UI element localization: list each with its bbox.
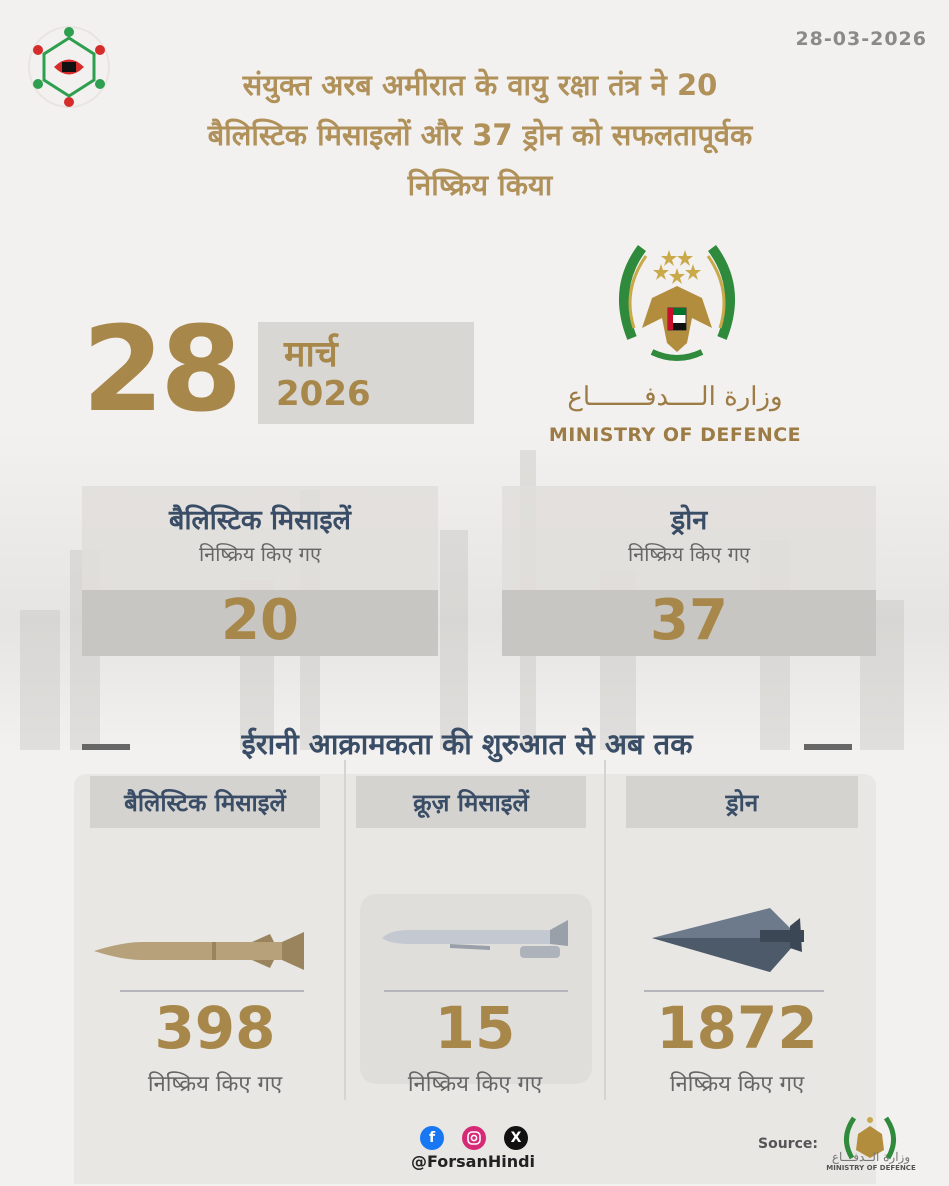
column-divider	[604, 760, 606, 1100]
card-value-box	[82, 590, 438, 656]
date-day: 28	[82, 300, 242, 438]
headline-line: संयुक्त अरब अमीरात के वायु रक्षा तंत्र न…	[242, 68, 718, 102]
divider-line	[384, 990, 568, 992]
social-handle[interactable]: @ForsanHindi	[410, 1152, 536, 1171]
tab-ballistic-missiles: बैलिस्टिक मिसाइलें	[90, 776, 320, 828]
today-card-drone: ड्रोन निष्क्रिय किए गए 37	[502, 486, 876, 656]
date-year: 2026	[276, 374, 371, 414]
tab-label: बैलिस्टिक मिसाइलें	[124, 789, 286, 817]
card-title: ड्रोन	[670, 505, 708, 536]
total-drone-value: 1872	[656, 994, 818, 1062]
date-block: 28 मार्च 2026	[82, 304, 474, 434]
divider-line	[644, 990, 824, 992]
card-title: बैलिस्टिक मिसाइलें	[169, 505, 351, 536]
card-value: 37	[650, 588, 728, 653]
instagram-icon[interactable]	[462, 1126, 486, 1150]
forsan-logo	[28, 26, 110, 108]
cruise-missile-icon	[382, 920, 568, 958]
ministry-english-name: MINISTRY OF DEFENCE	[548, 424, 802, 446]
source-label: Source:	[758, 1136, 818, 1152]
tab-label: क्रूज़ मिसाइलें	[413, 789, 529, 817]
drone-icon	[652, 908, 804, 972]
total-subtitle: निष्क्रिय किए गए	[669, 1072, 805, 1097]
ballistic-missile-icon	[94, 932, 304, 970]
social-links: f X	[420, 1126, 532, 1154]
divider-line	[120, 990, 304, 992]
card-value-box	[502, 590, 876, 656]
heading-right-rule	[804, 744, 852, 750]
total-subtitle: निष्क्रिय किए गए	[147, 1072, 283, 1097]
tab-drones: ड्रोन	[626, 776, 858, 828]
tab-cruise-missiles: क्रूज़ मिसाइलें	[356, 776, 586, 828]
x-icon[interactable]: X	[504, 1126, 528, 1150]
headline-line: बैलिस्टिक मिसाइलों और 37 ड्रोन को सफलताप…	[207, 118, 753, 152]
card-subtitle: निष्क्रिय किए गए	[198, 542, 322, 566]
top-date: 28-03-2026	[795, 28, 927, 50]
section-heading: ईरानी आक्रामकता की शुरुआत से अब तक	[82, 720, 852, 770]
total-subtitle: निष्क्रिय किए गए	[407, 1072, 543, 1097]
date-month: मार्च	[284, 334, 338, 375]
tab-label: ड्रोन	[725, 789, 759, 817]
headline-line: निष्क्रिय किया	[407, 168, 553, 202]
column-divider	[344, 760, 346, 1100]
card-subtitle: निष्क्रिय किए गए	[627, 542, 751, 566]
section-title: ईरानी आक्रामकता की शुरुआत से अब तक	[241, 727, 693, 761]
month-box	[258, 322, 474, 424]
headline: संयुक्त अरब अमीरात के वायु रक्षा तंत्र न…	[120, 60, 840, 210]
heading-left-rule	[82, 744, 130, 750]
today-card-ballistic: बैलिस्टिक मिसाइलें निष्क्रिय किए गए 20	[82, 486, 438, 656]
total-cruise-value: 15	[434, 994, 516, 1062]
source-english-name: MINISTRY OF DEFENCE	[826, 1164, 916, 1172]
total-ballistic-value: 398	[154, 994, 276, 1062]
source-arabic-name: وزارة الــدفـــاع	[831, 1150, 911, 1164]
source-emblem-icon	[844, 1116, 896, 1160]
facebook-icon[interactable]: f	[420, 1126, 444, 1150]
ministry-arabic-name: وزارة الــــدفـــــــاع	[567, 382, 783, 412]
cruise-missile-backdrop	[360, 894, 592, 1084]
ministry-emblem-icon	[619, 245, 735, 361]
card-value: 20	[221, 588, 299, 653]
